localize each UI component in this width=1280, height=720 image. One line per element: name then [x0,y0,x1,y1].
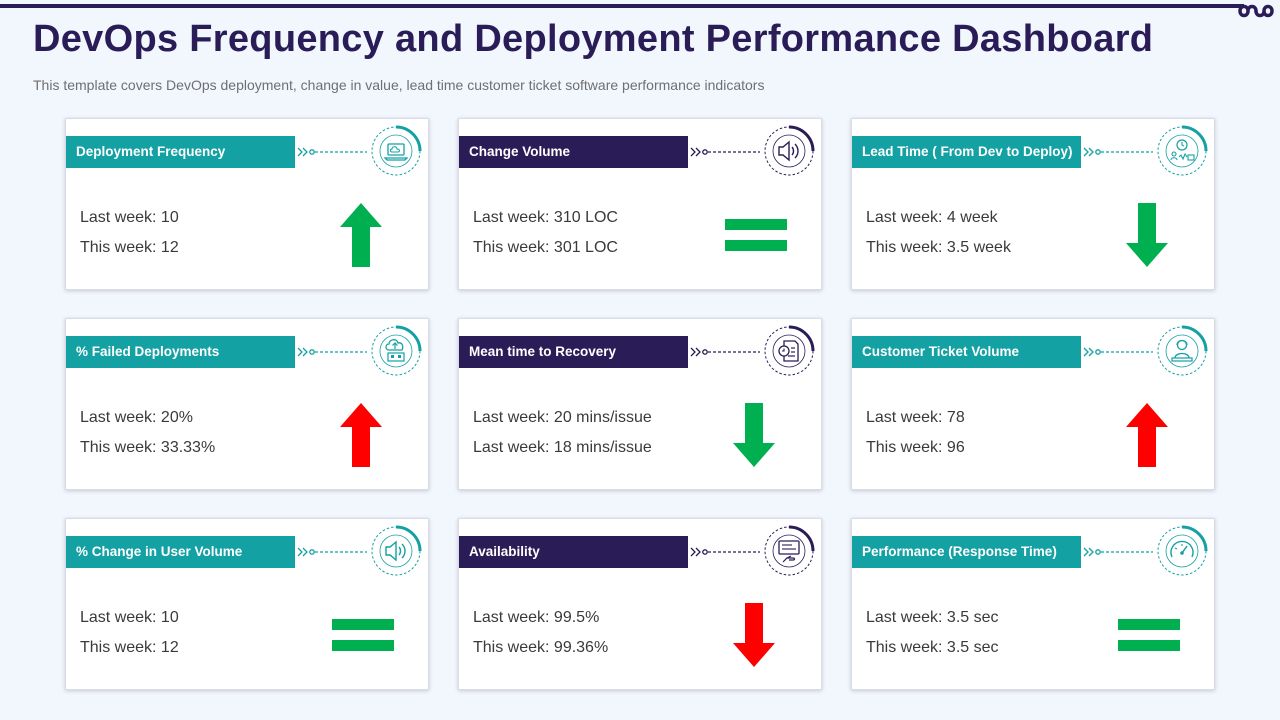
arrow-up-icon [1126,403,1168,467]
metric-this-week: This week: 96 [866,439,965,456]
card-change-volume: Change Volume Last week: 310 LOC This we… [458,118,822,290]
top-rule [0,4,1244,8]
speaker-icon [371,525,422,576]
card-title: Customer Ticket Volume [852,336,1081,368]
card-deployment-frequency: Deployment Frequency Last week: 10 This … [65,118,429,290]
recovery-document-icon [764,325,815,376]
arrow-down-icon [733,603,775,667]
card-title: Lead Time ( From Dev to Deploy) [852,136,1081,168]
support-agent-icon [1157,325,1208,376]
metric-this-week: This week: 12 [80,639,179,656]
connector-line [690,547,760,557]
link-icon [1238,4,1274,18]
laptop-cloud-icon [371,125,422,176]
metric-this-week: This week: 99.36% [473,639,609,656]
arrow-down-icon [733,403,775,467]
metric-last-week: Last week: 10 [80,209,179,226]
connector-line [297,547,367,557]
metric-last-week: Last week: 10 [80,609,179,626]
card-title: Deployment Frequency [66,136,295,168]
cloud-upload-icon [371,325,422,376]
card-title: % Change in User Volume [66,536,295,568]
metric-this-week: This week: 33.33% [80,439,216,456]
card-title: % Failed Deployments [66,336,295,368]
connector-line [1083,547,1153,557]
metric-this-week: Last week: 18 mins/issue [473,439,652,456]
monitor-hand-icon [764,525,815,576]
connector-line [297,347,367,357]
metric-last-week: Last week: 20% [80,409,193,426]
arrow-up-icon [340,403,382,467]
connector-line [1083,147,1153,157]
connector-line [1083,347,1153,357]
metric-this-week: This week: 3.5 week [866,239,1011,256]
metric-last-week: Last week: 3.5 sec [866,609,999,626]
page-subtitle: This template covers DevOps deployment, … [33,77,765,93]
page-title: DevOps Frequency and Deployment Performa… [33,18,1154,60]
connector-line [690,147,760,157]
metric-last-week: Last week: 78 [866,409,965,426]
metric-last-week: Last week: 20 mins/issue [473,409,652,426]
card-performance-response-time: Performance (Response Time) Last week: 3… [851,518,1215,690]
card-title: Performance (Response Time) [852,536,1081,568]
card-lead-time: Lead Time ( From Dev to Deploy) Last wee… [851,118,1215,290]
metric-last-week: Last week: 99.5% [473,609,600,626]
equal-icon [725,219,787,251]
card-title: Mean time to Recovery [459,336,688,368]
card-availability: Availability Last week: 99.5% This week:… [458,518,822,690]
metric-last-week: Last week: 310 LOC [473,209,618,226]
metric-this-week: This week: 3.5 sec [866,639,999,656]
equal-icon [1118,619,1180,651]
arrow-up-icon [340,203,382,267]
card-mean-time-to-recovery: Mean time to Recovery Last week: 20 mins… [458,318,822,490]
metric-this-week: This week: 301 LOC [473,239,618,256]
card-failed-deployments: % Failed Deployments Last week: 20% This… [65,318,429,490]
clock-team-icon [1157,125,1208,176]
connector-line [690,347,760,357]
card-customer-ticket-volume: Customer Ticket Volume Last week: 78 Thi… [851,318,1215,490]
card-title: Change Volume [459,136,688,168]
arrow-down-icon [1126,203,1168,267]
metric-this-week: This week: 12 [80,239,179,256]
card-change-in-user-volume: % Change in User Volume Last week: 10 Th… [65,518,429,690]
speaker-icon [764,125,815,176]
equal-icon [332,619,394,651]
connector-line [297,147,367,157]
speedometer-icon [1157,525,1208,576]
metric-last-week: Last week: 4 week [866,209,998,226]
card-title: Availability [459,536,688,568]
